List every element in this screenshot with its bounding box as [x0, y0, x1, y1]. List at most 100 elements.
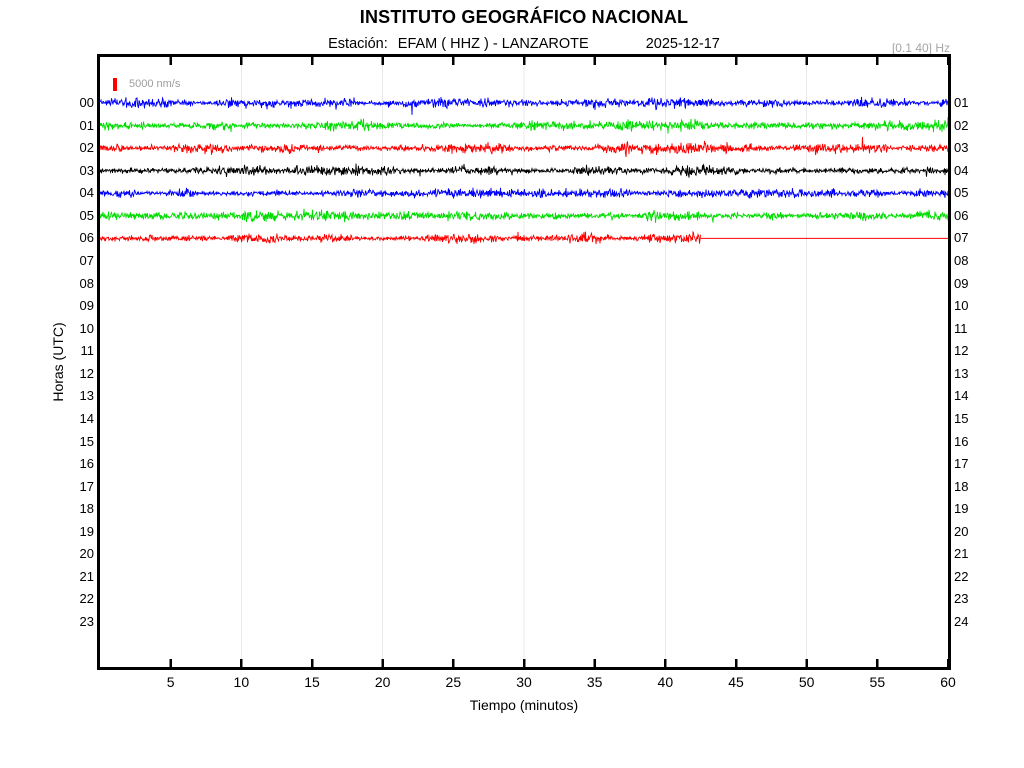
helicorder-plot: 5000 nm/s	[97, 54, 951, 670]
bottom-tick-60min	[946, 659, 948, 667]
top-tick-60min	[946, 57, 948, 65]
hour-label-right-03: 03	[954, 140, 969, 156]
x-tick-label-10: 10	[233, 674, 250, 690]
hour-label-right-23: 23	[954, 591, 969, 607]
station-value: EFAM ( HHZ ) - LANZAROTE	[397, 36, 589, 52]
bottom-tick-20min	[381, 659, 384, 667]
scale-label: 5000 nm/s	[129, 78, 181, 90]
trace-hour-01	[100, 116, 948, 134]
trace-hour-05	[100, 208, 948, 223]
x-tick-label-40: 40	[657, 674, 674, 690]
hour-label-right-09: 09	[954, 275, 969, 291]
hour-label-right-07: 07	[954, 230, 969, 246]
x-tick-label-30: 30	[516, 674, 532, 690]
hour-label-left-23: 23	[79, 614, 94, 629]
bottom-tick-45min	[734, 659, 738, 667]
hour-label-left-08: 08	[79, 275, 94, 291]
hour-label-left-00: 00	[79, 95, 94, 110]
subtitle: Estación: EFAM ( HHZ ) - LANZAROTE 2025-…	[100, 36, 948, 52]
hour-label-left-22: 22	[79, 591, 94, 607]
hour-label-right-11: 11	[954, 320, 968, 336]
seismogram-canvas	[100, 57, 948, 667]
hour-label-right-08: 08	[954, 253, 969, 268]
top-tick-25min	[452, 57, 455, 65]
bottom-tick-15min	[310, 659, 314, 667]
x-tick-label-15: 15	[304, 674, 320, 690]
top-tick-5min	[169, 57, 172, 65]
top-tick-15min	[310, 57, 314, 65]
top-tick-20min	[381, 57, 384, 65]
bottom-tick-25min	[452, 659, 455, 667]
hour-label-left-16: 16	[79, 456, 94, 471]
trace-hour-03	[100, 163, 948, 178]
x-tick-label-55: 55	[869, 674, 886, 690]
x-tick-label-20: 20	[374, 674, 391, 690]
hour-label-right-14: 14	[954, 388, 969, 404]
x-tick-label-60: 60	[940, 674, 956, 690]
hour-label-left-13: 13	[79, 388, 94, 404]
x-tick-label-35: 35	[586, 674, 603, 690]
station-label: Estación:	[328, 36, 388, 52]
hour-label-left-07: 07	[79, 253, 94, 268]
hour-label-right-12: 12	[954, 343, 969, 359]
x-tick-label-45: 45	[728, 674, 744, 690]
trace-hour-06	[100, 230, 701, 245]
hour-label-left-18: 18	[79, 501, 94, 517]
hour-label-left-17: 17	[79, 478, 94, 494]
trace-hour-00	[100, 96, 948, 115]
bottom-tick-35min	[593, 659, 596, 667]
x-axis-title: Tiempo (minutos)	[469, 697, 579, 713]
hour-label-left-11: 11	[80, 343, 95, 359]
plot-date: 2025-12-17	[645, 36, 720, 52]
top-tick-55min	[876, 57, 879, 65]
hour-label-right-13: 13	[954, 365, 969, 381]
top-tick-10min	[240, 57, 243, 65]
trace-hour-04	[100, 187, 948, 200]
bottom-tick-55min	[876, 659, 879, 667]
hour-label-right-24: 24	[954, 614, 969, 629]
hour-label-left-20: 20	[79, 546, 94, 562]
hour-label-right-01: 01	[954, 95, 969, 110]
top-tick-30min	[522, 57, 526, 65]
hour-label-right-21: 21	[954, 546, 969, 562]
hour-label-right-06: 06	[954, 207, 969, 223]
hour-label-left-05: 05	[79, 207, 94, 223]
hour-label-right-22: 22	[954, 568, 969, 584]
hour-label-left-10: 10	[79, 320, 94, 336]
hour-label-left-19: 19	[79, 523, 94, 539]
hour-label-right-04: 04	[954, 162, 969, 178]
hour-label-left-14: 14	[79, 410, 94, 426]
y-axis-title: Horas (UTC)	[50, 322, 66, 402]
hour-label-right-19: 19	[954, 501, 969, 517]
hour-label-left-02: 02	[79, 140, 94, 156]
bottom-tick-10min	[240, 659, 243, 667]
x-tick-label-25: 25	[445, 674, 462, 690]
hour-label-right-15: 15	[954, 410, 969, 426]
trace-hour-02	[100, 136, 948, 158]
hour-label-right-02: 02	[954, 117, 969, 133]
hour-label-right-18: 18	[954, 478, 969, 494]
scale-legend: 5000 nm/s	[113, 77, 180, 91]
hour-label-right-05: 05	[954, 185, 969, 201]
bottom-tick-40min	[664, 659, 667, 667]
top-tick-40min	[664, 57, 667, 65]
page-title: INSTITUTO GEOGRÁFICO NACIONAL	[359, 7, 689, 27]
x-tick-label-50: 50	[798, 674, 815, 690]
hour-label-left-04: 04	[79, 185, 94, 201]
hour-label-left-06: 06	[79, 230, 94, 246]
bottom-tick-50min	[805, 659, 808, 667]
scale-bar-icon	[113, 77, 117, 91]
hour-label-left-12: 12	[79, 365, 94, 381]
hour-label-left-01: 01	[79, 117, 94, 133]
top-tick-45min	[734, 57, 738, 65]
hour-label-left-03: 03	[79, 162, 94, 178]
hour-label-left-09: 09	[79, 298, 94, 314]
bottom-tick-30min	[522, 659, 526, 667]
hour-label-left-21: 21	[79, 568, 94, 584]
hour-label-right-17: 17	[954, 456, 969, 471]
hour-label-right-16: 16	[954, 433, 969, 449]
top-tick-35min	[593, 57, 596, 65]
hour-label-right-10: 10	[954, 298, 969, 314]
x-tick-label-5: 5	[166, 674, 175, 690]
top-tick-50min	[805, 57, 808, 65]
